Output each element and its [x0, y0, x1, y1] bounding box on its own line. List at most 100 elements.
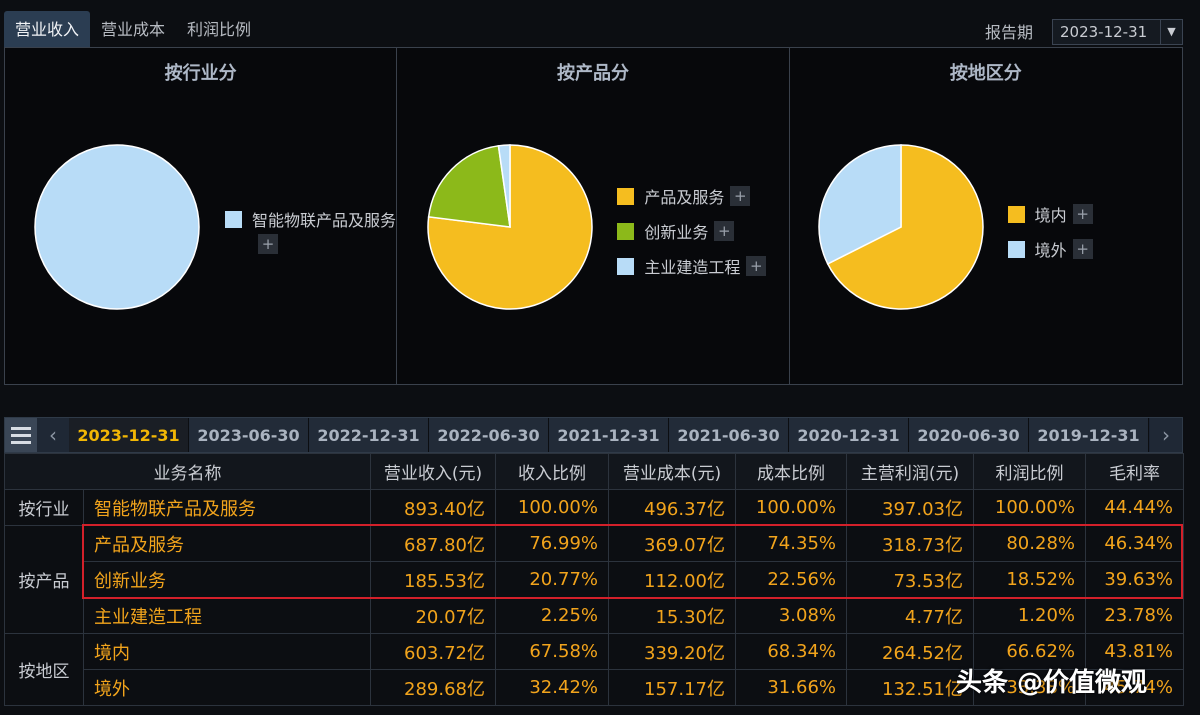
table-cell: 100.00%: [495, 489, 609, 526]
table-row[interactable]: 主业建造工程 20.07亿 2.25% 15.30亿 3.08% 4.77亿 1…: [5, 597, 1184, 634]
table-cell: 74.35%: [735, 525, 847, 562]
table-cell: 66.62%: [973, 633, 1086, 670]
period-select[interactable]: 2023-12-31 ▼: [1052, 19, 1183, 45]
menu-icon[interactable]: [5, 418, 37, 452]
report-date-tabs: ‹ 2023-12-31 2023-06-30 2022-12-31 2022-…: [4, 417, 1183, 453]
legend-swatch: [1007, 205, 1025, 223]
industry-legend: 智能物联产品及服务 +: [225, 208, 396, 254]
legend-label: 智能物联产品及服务: [252, 211, 397, 230]
table-row[interactable]: 境外 289.68亿 32.42% 157.17亿 31.66% 132.51亿…: [5, 669, 1184, 706]
panel-title: 按地区分: [949, 63, 1022, 84]
table-cell: 15.30亿: [608, 597, 736, 634]
top-tab-bar: 营业收入 营业成本 利润比例: [4, 11, 262, 47]
header-cost-ratio[interactable]: 成本比例: [735, 453, 847, 490]
expand-plus-icon[interactable]: +: [258, 234, 278, 254]
expand-plus-icon[interactable]: +: [730, 186, 751, 206]
chevron-right-icon[interactable]: ›: [1150, 418, 1182, 452]
table-row[interactable]: 按行业 智能物联产品及服务 893.40亿 100.00% 496.37亿 10…: [4, 489, 1184, 526]
header-profit-ratio[interactable]: 利润比例: [973, 453, 1086, 490]
date-tab[interactable]: 2022-06-30: [429, 418, 549, 452]
pie-slice-0[interactable]: [826, 144, 984, 310]
table-cell: 44.44%: [1085, 489, 1184, 526]
legend-label: 境外: [1034, 241, 1067, 260]
tab-cost[interactable]: 营业成本: [101, 20, 166, 39]
table-cell: 100.00%: [735, 489, 847, 526]
date-tab[interactable]: 2021-12-31: [549, 418, 669, 452]
group-label: 按地区: [4, 633, 84, 706]
chevron-left-icon[interactable]: ‹: [37, 418, 69, 452]
table-cell: 33.38%: [973, 669, 1086, 706]
product-pie-chart: [427, 144, 594, 310]
table-cell: 32.42%: [495, 669, 609, 706]
period-value: 2023-12-31: [1060, 23, 1148, 41]
tab-revenue[interactable]: 营业收入: [4, 11, 91, 47]
expand-plus-icon[interactable]: +: [746, 256, 767, 276]
table-cell: 4.77亿: [846, 597, 974, 634]
table-cell: 80.28%: [973, 525, 1086, 562]
table-cell: 397.03亿: [846, 489, 974, 526]
date-tab[interactable]: 2019-12-31: [1029, 418, 1149, 452]
table-cell: 157.17亿: [608, 669, 736, 706]
chart-panels: 按行业分 智能物联产品及服务 + 按产品分 产品及服务 + 创新业务 +: [4, 47, 1183, 385]
table-cell: 18.52%: [973, 561, 1086, 598]
header-revenue-ratio[interactable]: 收入比例: [495, 453, 609, 490]
header-business-name[interactable]: 业务名称: [4, 453, 371, 490]
legend-swatch: [225, 210, 242, 228]
table-cell: 22.56%: [735, 561, 847, 598]
header-gross-margin[interactable]: 毛利率: [1085, 453, 1184, 490]
table-header-row: 业务名称 营业收入(元) 收入比例 营业成本(元) 成本比例 主营利润(元) 利…: [4, 453, 1184, 490]
legend-item: 境内 +: [1007, 203, 1093, 225]
expand-plus-icon[interactable]: +: [714, 221, 735, 241]
legend-label: 产品及服务: [644, 188, 725, 207]
date-tab[interactable]: 2023-12-31: [69, 418, 189, 452]
table-cell: 3.08%: [735, 597, 847, 634]
legend-label: 境内: [1034, 206, 1067, 225]
date-tab[interactable]: 2022-12-31: [309, 418, 429, 452]
legend-item: 智能物联产品及服务: [225, 208, 396, 230]
expand-plus-icon[interactable]: +: [1072, 204, 1093, 224]
watermark: 头条 @价值微观: [956, 668, 1148, 698]
pie-slice-1[interactable]: [817, 144, 902, 265]
panel-by-region: 按地区分 境内 + 境外 +: [790, 48, 1182, 384]
table-cell: 1.20%: [973, 597, 1086, 634]
pie-slice-1[interactable]: [428, 144, 512, 228]
pie-slice-0[interactable]: [34, 144, 200, 310]
business-name-cell: 境外: [83, 669, 371, 706]
header-revenue[interactable]: 营业收入(元): [370, 453, 496, 490]
date-tab[interactable]: 2021-06-30: [669, 418, 789, 452]
table-cell: 893.40亿: [370, 489, 496, 526]
period-label: 报告期: [985, 23, 1034, 42]
business-name-cell: 智能物联产品及服务: [83, 489, 371, 526]
table-cell: 46.34%: [1085, 525, 1184, 562]
table-cell: 73.53亿: [846, 561, 974, 598]
industry-pie-chart: [34, 144, 200, 310]
date-tab[interactable]: 2023-06-30: [189, 418, 309, 452]
legend-item: 创新业务 +: [617, 220, 766, 242]
legend-swatch: [617, 222, 635, 240]
date-tab[interactable]: 2020-06-30: [909, 418, 1029, 452]
region-legend: 境内 + 境外 +: [1007, 203, 1093, 273]
tab-profit-ratio[interactable]: 利润比例: [187, 20, 252, 39]
expand-plus-icon[interactable]: +: [1072, 239, 1093, 259]
pie-slice-2[interactable]: [497, 144, 512, 228]
header-profit[interactable]: 主营利润(元): [846, 453, 974, 490]
table-cell: 289.68亿: [370, 669, 496, 706]
table-row[interactable]: 创新业务 185.53亿 20.77% 112.00亿 22.56% 73.53…: [5, 561, 1184, 598]
table-row[interactable]: 按产品 产品及服务 687.80亿 76.99% 369.07亿 74.35% …: [4, 525, 1184, 634]
table-cell: 112.00亿: [608, 561, 736, 598]
chevron-down-icon[interactable]: ▼: [1160, 20, 1182, 44]
table-cell: 20.07亿: [370, 597, 496, 634]
table-cell: 68.34%: [735, 633, 847, 670]
table-cell: 39.63%: [1085, 561, 1184, 598]
business-name-cell: 境内: [83, 633, 371, 670]
table-cell: 603.72亿: [370, 633, 496, 670]
table-cell: 185.53亿: [370, 561, 496, 598]
legend-item: 境外 +: [1007, 238, 1093, 260]
table-cell: 496.37亿: [608, 489, 736, 526]
group-label: 按产品: [4, 525, 84, 634]
legend-item: 主业建造工程 +: [617, 255, 767, 277]
table-cell: 318.73亿: [846, 525, 974, 562]
date-tab[interactable]: 2020-12-31: [789, 418, 909, 452]
header-cost[interactable]: 营业成本(元): [608, 453, 736, 490]
table-cell: 2.25%: [495, 597, 609, 634]
